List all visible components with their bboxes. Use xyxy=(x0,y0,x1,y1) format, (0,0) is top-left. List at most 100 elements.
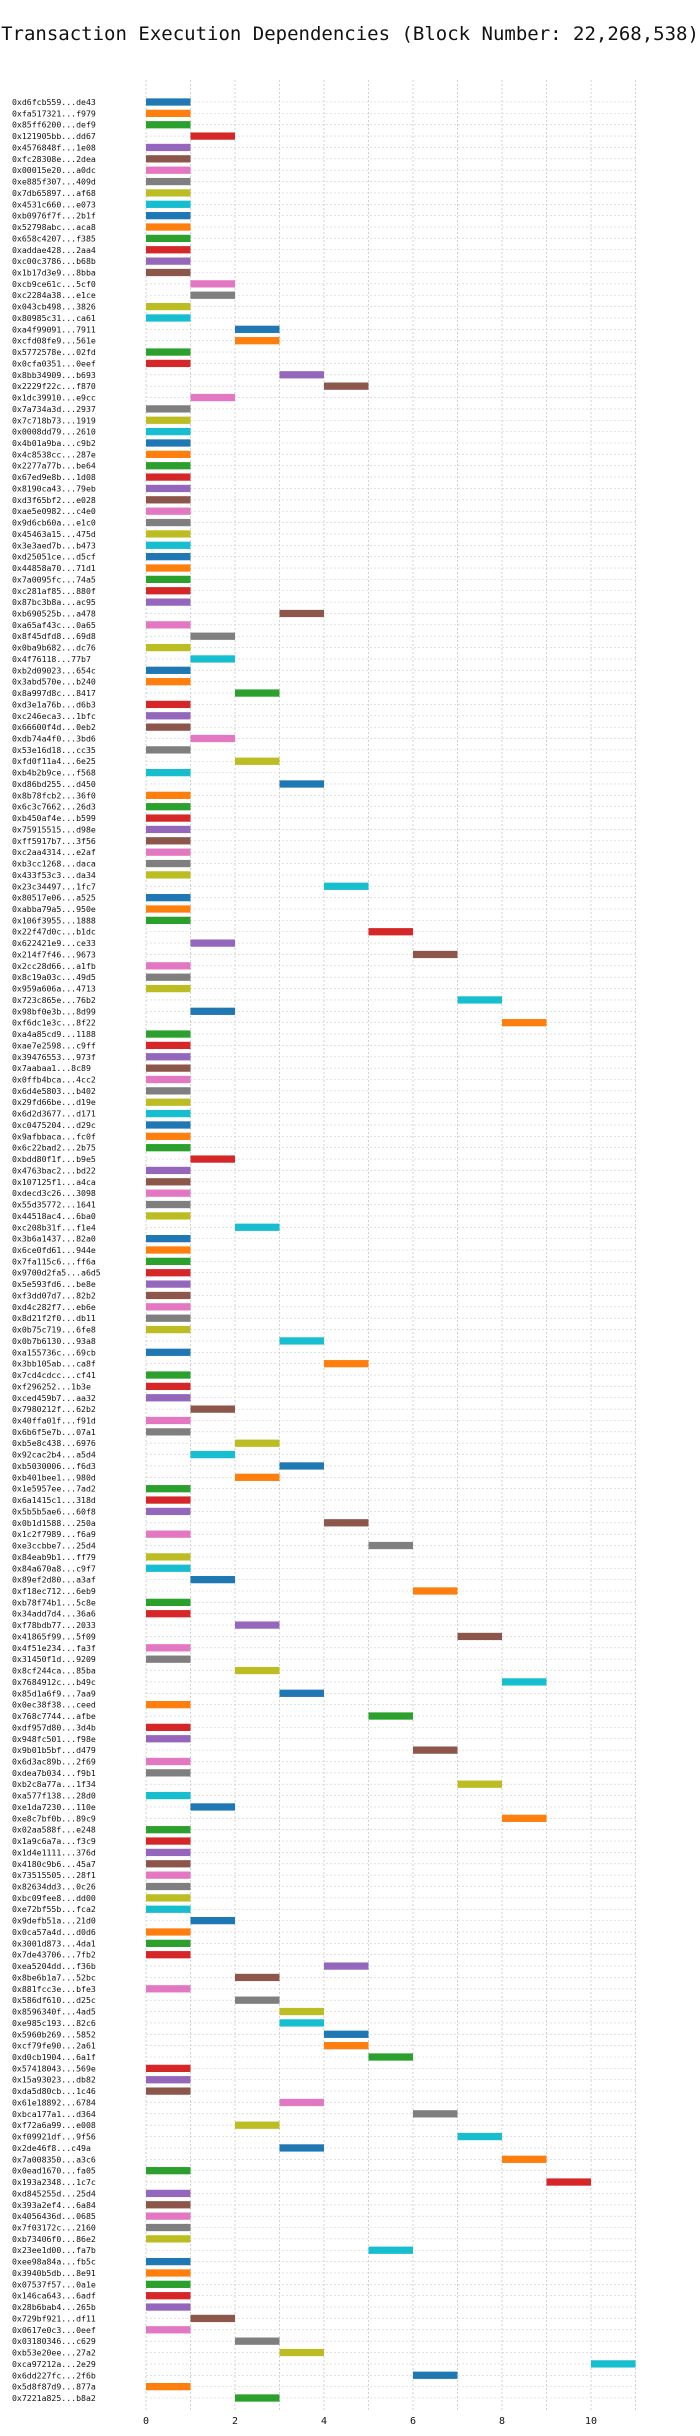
transaction-label: 0xc2284a38...e1ce xyxy=(12,290,96,300)
transaction-bar xyxy=(146,1757,191,1766)
transaction-bar xyxy=(146,1860,191,1868)
transaction-bar xyxy=(324,1962,369,1970)
transaction-bar xyxy=(591,2360,636,2368)
transaction-bar xyxy=(146,98,191,106)
transaction-label: 0xff5917b7...3f56 xyxy=(12,836,96,846)
transaction-label: 0x4763bac2...bd22 xyxy=(12,1165,96,1175)
transaction-bar xyxy=(502,1678,547,1686)
transaction-label: 0xe3ccbbe7...25d4 xyxy=(12,1541,96,1551)
transaction-bar xyxy=(146,1121,191,1129)
transaction-label: 0x1d4e1111...376d xyxy=(12,1847,96,1857)
transaction-label: 0x67ed9e8b...1d08 xyxy=(12,472,96,482)
transaction-bar xyxy=(146,1064,191,1072)
transaction-label: 0xa4f99091...7911 xyxy=(12,324,96,334)
transaction-label: 0xd0cb1904...6a1f xyxy=(12,2052,96,2062)
transaction-bar xyxy=(235,1439,280,1447)
transaction-bar xyxy=(146,1644,191,1652)
transaction-bar xyxy=(190,1916,235,1925)
transaction-bar xyxy=(146,212,191,220)
transaction-bar xyxy=(502,1019,547,1027)
transaction-bar xyxy=(146,166,191,174)
transaction-bar xyxy=(146,200,191,208)
x-tick-label: 0 xyxy=(143,2416,149,2427)
transaction-label: 0x5e593fd6...be8e xyxy=(12,1279,96,1289)
transaction-label: 0xa155736c...69cb xyxy=(12,1347,96,1357)
transaction-bar xyxy=(146,894,191,902)
transaction-label: 0x8596340f...4ad5 xyxy=(12,2007,96,2017)
transaction-bar xyxy=(146,439,191,447)
transaction-bar xyxy=(146,984,191,993)
transaction-label: 0x4f51e234...fa3f xyxy=(12,1643,96,1653)
transaction-bar xyxy=(146,598,191,606)
transaction-bar xyxy=(146,2257,191,2266)
transaction-label: 0x7684912c...b49c xyxy=(12,1677,96,1687)
transaction-bar xyxy=(146,155,191,163)
transaction-label: 0x3e3aed7b...b473 xyxy=(12,540,96,550)
transaction-label: 0xbc09fee8...dd00 xyxy=(12,1893,96,1903)
transaction-label: 0x8b78fcb2...36f0 xyxy=(12,790,96,800)
transaction-label: 0xe72bf55b...fca2 xyxy=(12,1904,96,1914)
transaction-label: 0x4c8538cc...287e xyxy=(12,449,96,459)
transaction-bar xyxy=(368,2053,413,2061)
transaction-bar xyxy=(146,1905,191,1913)
transaction-bar xyxy=(146,246,191,254)
transaction-label: 0x1c2f7989...f6a9 xyxy=(12,1529,96,1539)
transaction-label: 0xca97212a...2e29 xyxy=(12,2359,96,2369)
transaction-label: 0xb53e20ee...27a2 xyxy=(12,2348,96,2358)
transaction-bar xyxy=(324,882,369,890)
transaction-label: 0x0b75c719...6fe8 xyxy=(12,1325,96,1335)
transaction-bar xyxy=(146,1280,191,1288)
transaction-bar xyxy=(279,780,324,788)
transaction-label: 0xa4a85cd9...1188 xyxy=(12,1029,96,1039)
transaction-label: 0x84eab9b1...ff79 xyxy=(12,1552,96,1562)
transaction-label: 0x9700d2fa5...a6d5 xyxy=(12,1268,101,1278)
transaction-label: 0xc2aa4314...e2af xyxy=(12,847,96,857)
transaction-bar xyxy=(279,1462,324,1470)
transaction-bar xyxy=(457,996,502,1004)
transaction-label: 0xbdd80f1f...b9e5 xyxy=(12,1154,96,1164)
transaction-label: 0x7c718b73...1919 xyxy=(12,415,96,425)
transaction-label: 0x44518ac4...6ba0 xyxy=(12,1211,96,1221)
transaction-bar xyxy=(146,587,191,595)
transaction-label: 0x6c22bad2...2b75 xyxy=(12,1143,96,1153)
transaction-bar xyxy=(146,1610,191,1618)
transaction-bar xyxy=(146,848,191,856)
transaction-bar xyxy=(413,2371,458,2379)
transaction-bar xyxy=(546,2178,591,2186)
transaction-bar xyxy=(146,553,191,561)
transaction-bar xyxy=(324,2042,369,2050)
transaction-label: 0x0b1d1588...250a xyxy=(12,1518,96,1528)
transaction-label: 0xf18ec712...6eb9 xyxy=(12,1586,96,1596)
x-tick-label: 2 xyxy=(232,2416,238,2427)
transaction-label: 0x193a2348...1c7c xyxy=(12,2177,96,2187)
transaction-label: 0xb5e8c438...6976 xyxy=(12,1438,96,1448)
transaction-label: 0x2229f22c...f870 xyxy=(12,381,96,391)
transaction-label: 0xd3f65bf2...e028 xyxy=(12,495,96,505)
transaction-label: 0xb450af4e...b599 xyxy=(12,813,96,823)
transaction-label: 0x23ee1d00...fa7b xyxy=(12,2245,96,2255)
transaction-label: 0x9afbbaca...fc0f xyxy=(12,1131,96,1141)
transaction-label: 0x02aa588f...e248 xyxy=(12,1825,96,1835)
transaction-bar xyxy=(146,916,191,925)
transaction-bars xyxy=(146,98,636,2402)
transaction-bar xyxy=(190,1405,235,1413)
transaction-label: 0x8cf244ca...85ba xyxy=(12,1666,96,1676)
transaction-bar xyxy=(146,1553,191,1561)
transaction-bar xyxy=(146,1041,191,1050)
transaction-label: 0x948fc501...f98e xyxy=(12,1734,96,1744)
transaction-bar xyxy=(146,1382,191,1391)
transaction-bar xyxy=(146,1507,191,1516)
transaction-label: 0x52798abc...aca8 xyxy=(12,222,96,232)
transaction-label: 0xb690525b...a478 xyxy=(12,608,96,618)
transaction-label: 0x0617e0c3...0eef xyxy=(12,2325,96,2335)
transaction-bar xyxy=(146,746,191,754)
transaction-bar xyxy=(146,1132,191,1140)
transaction-label: 0x7db65897...af68 xyxy=(12,188,96,198)
transaction-bar xyxy=(146,507,191,515)
transaction-label: 0x82634dd3...0c26 xyxy=(12,1882,96,1892)
transaction-label: 0x2de46f8...c49a xyxy=(12,2143,91,2153)
transaction-label: 0xb78f74b1...5c8e xyxy=(12,1597,96,1607)
transaction-bar xyxy=(146,234,191,243)
transaction-label: 0xcfd08fe9...561e xyxy=(12,336,96,346)
